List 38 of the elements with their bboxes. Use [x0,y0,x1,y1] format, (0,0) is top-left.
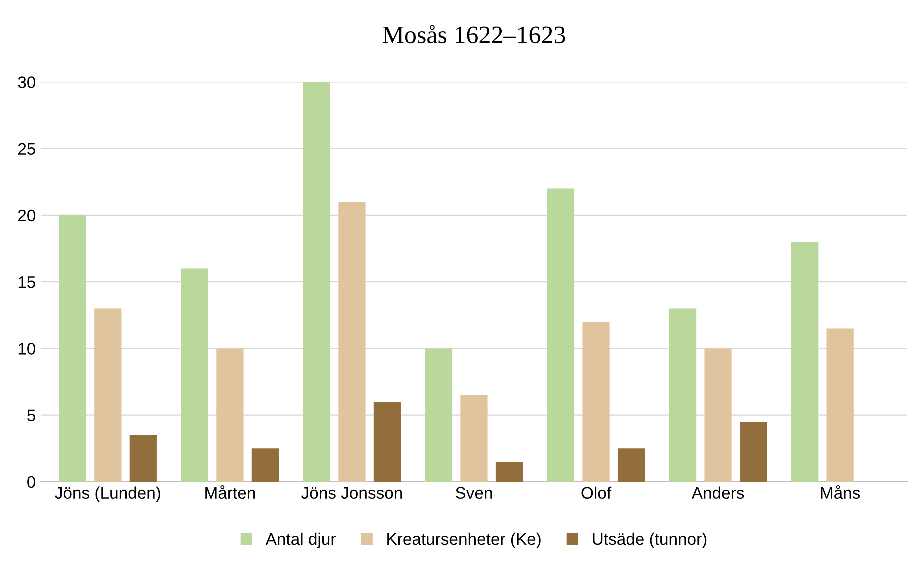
y-tick-label: 20 [18,210,36,222]
x-tick-label: Mårten [206,485,256,500]
legend-label: Kreatursenheter (Ke) [388,532,541,548]
legend-label: Utsäde (tunnor) [593,532,707,548]
bar [496,462,524,482]
bar [618,448,646,482]
chart-title: Mosås 1622–1623 [382,25,566,44]
bar [130,435,157,482]
bar [826,328,854,482]
bar [460,395,488,482]
x-tick-label: Olof [582,486,612,500]
y-tick-label: 30 [18,76,36,88]
bar [338,202,366,482]
bar [216,348,244,482]
bar [303,82,331,482]
x-tick-label: Måns [821,485,860,500]
x-tick-label: Anders [692,486,744,500]
bar [547,188,575,482]
x-tick-label: Jöns Jonsson [302,487,402,500]
x-tick-label: Jöns (Lunden) [55,486,160,502]
bar [425,348,453,482]
bar [374,402,402,482]
bar [59,215,86,482]
x-tick-label: Sven [456,487,492,500]
bar [792,242,819,482]
bar [181,268,208,482]
y-tick-label: 5 [28,410,36,422]
bar [582,322,610,482]
bar [252,448,279,482]
y-tick-label: 25 [18,143,36,156]
bar [669,308,697,482]
bar [94,308,122,482]
y-tick-label: 15 [18,276,36,288]
bar [740,422,768,482]
y-tick-label: 0 [28,476,36,488]
legend-label: Antal djur [266,532,336,548]
y-tick-label: 10 [18,343,36,355]
bar [704,348,732,482]
